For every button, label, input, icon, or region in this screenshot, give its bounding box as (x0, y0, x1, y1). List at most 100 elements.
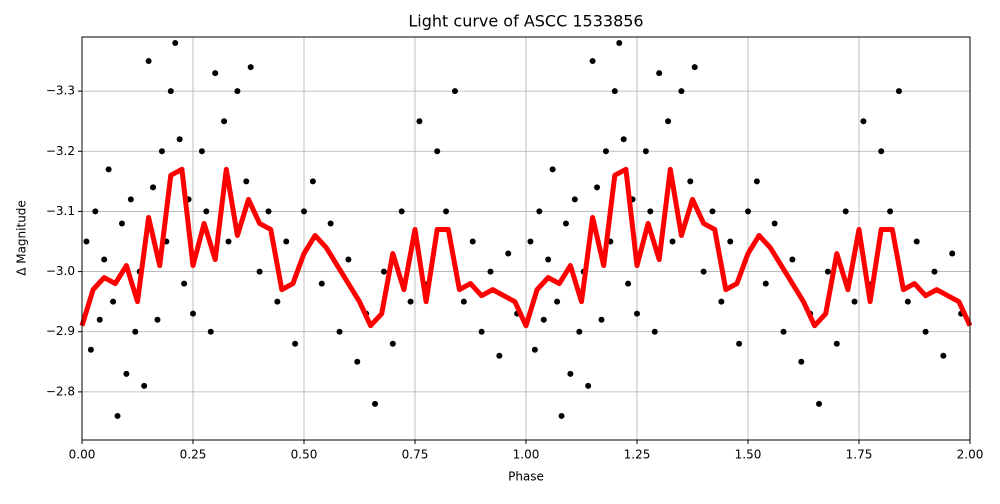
data-point (309, 178, 316, 185)
x-tick-label: 0.50 (291, 448, 318, 462)
data-point (634, 310, 640, 317)
data-point (665, 118, 672, 125)
data-point (922, 328, 929, 335)
data-point (824, 268, 831, 275)
data-point (203, 208, 210, 215)
data-point (527, 238, 534, 245)
data-point (87, 346, 94, 353)
data-point (176, 136, 183, 143)
data-point (687, 178, 694, 185)
data-point (345, 256, 352, 263)
data-point (727, 238, 734, 245)
data-point (700, 268, 707, 275)
data-point (247, 64, 254, 71)
data-point (647, 208, 654, 215)
data-point (318, 280, 325, 287)
data-point (478, 328, 485, 335)
data-point (567, 370, 574, 377)
data-point (798, 358, 805, 365)
data-point (745, 208, 751, 215)
data-point (265, 208, 272, 215)
x-tick-label: 1.00 (513, 448, 540, 462)
data-point (602, 148, 609, 155)
data-point (225, 238, 232, 245)
y-tick-label: −3.2 (46, 144, 75, 158)
trend-line (79, 166, 973, 329)
data-point (101, 256, 108, 263)
data-point (114, 412, 121, 419)
data-point (554, 298, 561, 305)
data-point (292, 340, 299, 347)
data-point (940, 352, 947, 359)
data-point (127, 196, 134, 203)
data-point (611, 88, 618, 95)
data-point (389, 340, 396, 347)
data-point (110, 298, 117, 305)
y-axis-label: Δ Magnitude (15, 200, 29, 276)
data-point (594, 184, 601, 191)
data-point (198, 148, 205, 155)
data-point (540, 316, 547, 323)
data-point (207, 328, 214, 335)
data-point (598, 316, 605, 323)
data-point (860, 118, 867, 125)
x-tick-label: 1.50 (735, 448, 762, 462)
data-point (545, 256, 552, 263)
y-tick-label: −2.8 (46, 384, 75, 398)
data-point (505, 250, 512, 257)
data-point (469, 238, 476, 245)
y-tick-label: −2.9 (46, 324, 75, 338)
data-point (380, 268, 387, 275)
x-tick-label: 0.25 (180, 448, 207, 462)
data-point (656, 70, 663, 77)
data-point (167, 88, 174, 95)
data-point (118, 220, 125, 227)
data-point (451, 88, 458, 95)
data-point (154, 316, 161, 323)
data-point (904, 298, 911, 305)
data-point (145, 58, 152, 65)
data-point (949, 250, 956, 257)
data-point (150, 184, 157, 191)
data-point (620, 136, 627, 143)
data-point (398, 208, 405, 215)
x-tick-label: 2.00 (957, 448, 984, 462)
data-point (842, 208, 849, 215)
data-point (558, 412, 565, 419)
chart-title: Light curve of ASCC 1533856 (408, 12, 643, 31)
data-point (562, 220, 569, 227)
y-tick-label: −3.1 (46, 204, 75, 218)
data-point (172, 40, 179, 47)
data-point (878, 148, 885, 155)
data-point (460, 298, 467, 305)
data-point (181, 280, 188, 287)
data-point (642, 148, 649, 155)
data-point (354, 358, 361, 365)
data-point (571, 196, 578, 203)
data-point (736, 340, 743, 347)
data-point (105, 166, 112, 173)
data-point (616, 40, 623, 47)
data-point (771, 220, 778, 227)
data-point (913, 238, 920, 245)
data-point (851, 298, 858, 305)
data-point (816, 400, 823, 407)
data-point (887, 208, 894, 215)
y-tick-label: −3.3 (46, 84, 75, 98)
data-point (651, 328, 658, 335)
data-point (931, 268, 938, 275)
data-point (132, 328, 139, 335)
data-point (372, 400, 379, 407)
data-point (221, 118, 228, 125)
data-point (234, 88, 241, 95)
y-tick-label: −3.0 (46, 264, 75, 278)
data-point (92, 208, 99, 215)
x-tick-label: 0.00 (69, 448, 96, 462)
data-point (625, 280, 632, 287)
x-tick-label: 1.75 (846, 448, 873, 462)
data-point (256, 268, 263, 275)
data-point (691, 64, 698, 71)
data-point (212, 70, 219, 77)
data-point (589, 58, 596, 65)
